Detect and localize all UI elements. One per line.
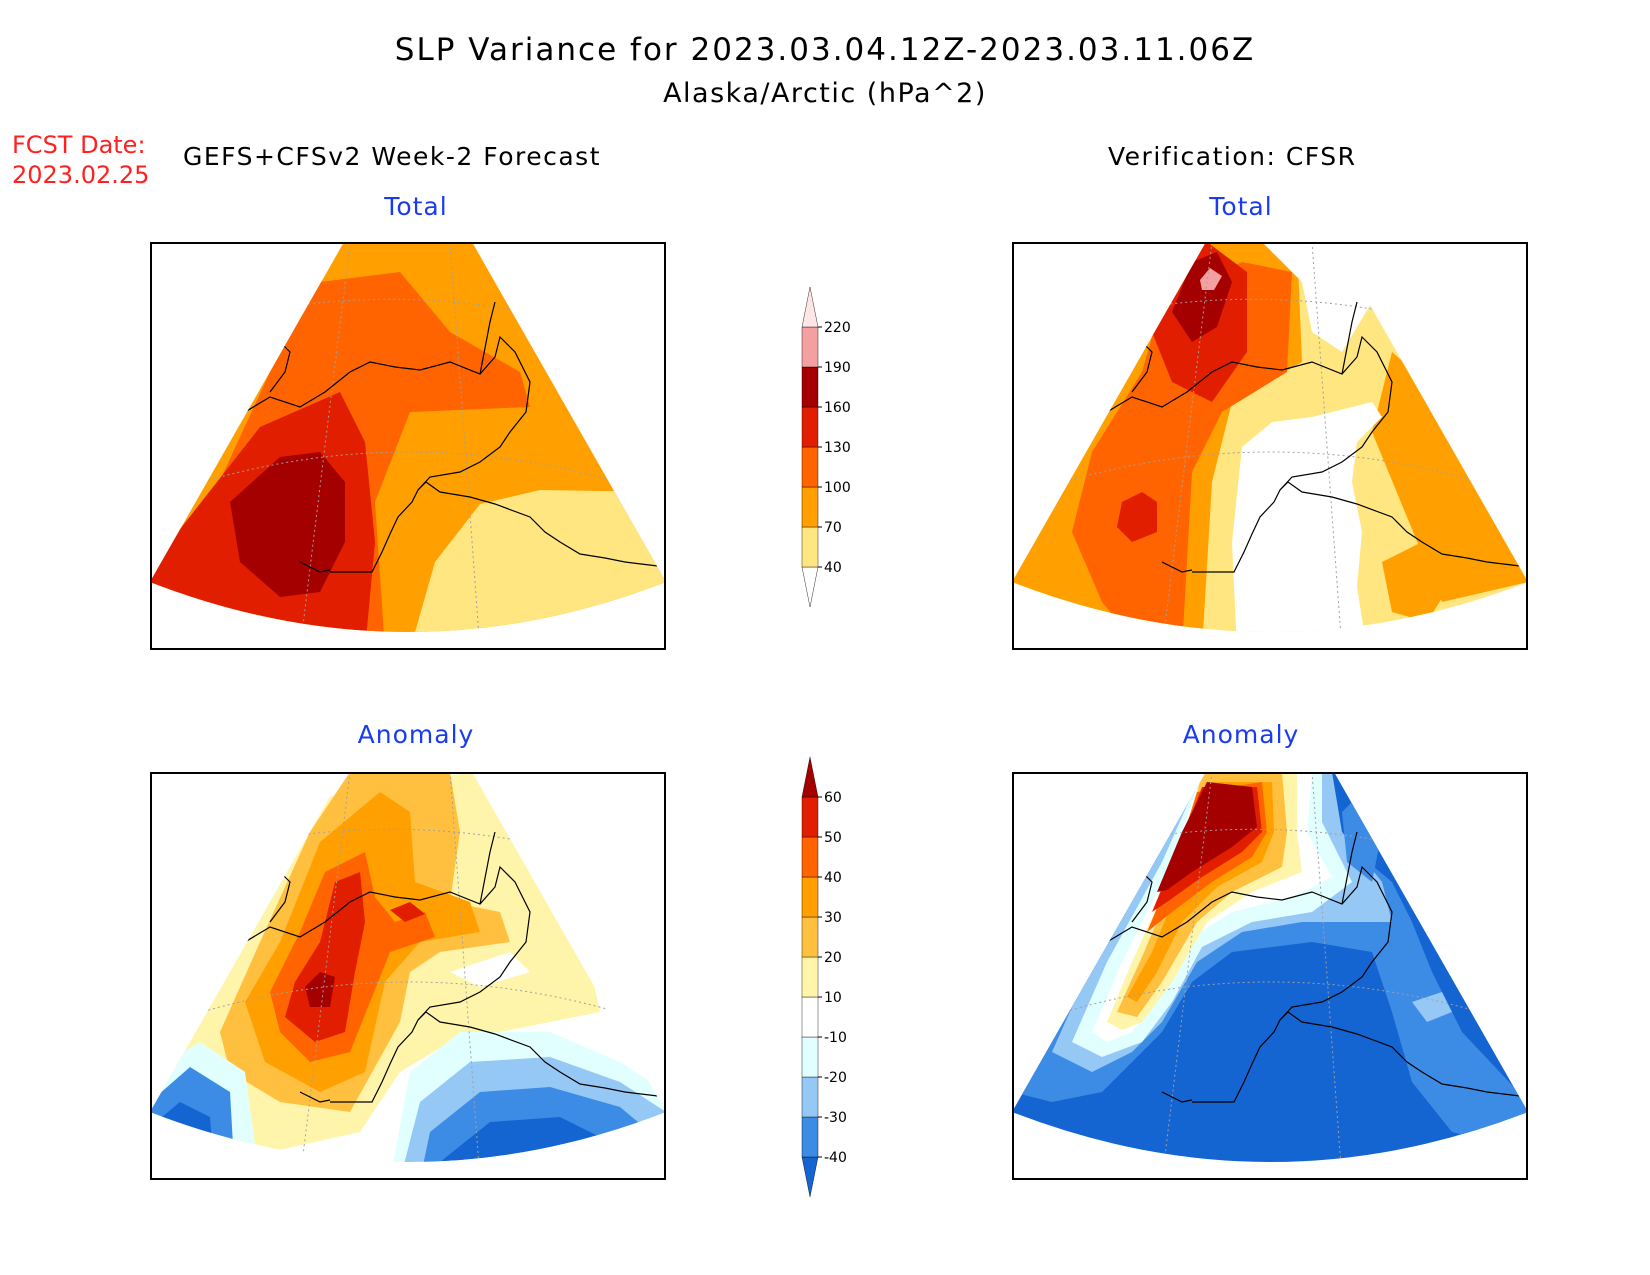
verification-header: Verification: CFSR	[1108, 142, 1357, 171]
forecast-total-title: Total	[384, 192, 448, 221]
colorbar-anomaly-swatch	[801, 996, 819, 1038]
colorbar-total-label: 40	[824, 560, 842, 576]
verification-total-map	[1012, 242, 1528, 650]
colorbar-total-label: 190	[824, 360, 851, 376]
colorbar-anomaly-swatch	[801, 836, 819, 878]
colorbar-total: 40 70 100 130 160 190 220	[790, 282, 870, 612]
colorbar-total-swatch	[801, 366, 819, 408]
colorbar-total-swatch	[801, 486, 819, 528]
colorbar-anomaly-label: 60	[824, 790, 842, 806]
forecast-total-map	[150, 242, 666, 650]
colorbar-anomaly-swatch	[801, 956, 819, 998]
colorbar-total-swatch	[801, 406, 819, 448]
colorbar-anomaly-label: 30	[824, 910, 842, 926]
colorbar-anomaly-label: 20	[824, 950, 842, 966]
colorbar-anomaly-label: 50	[824, 830, 842, 846]
verification-anomaly-map	[1012, 772, 1528, 1180]
colorbar-anomaly: -40 -30 -20 -10 10 20 30 40 50 60	[790, 752, 870, 1202]
fcst-date-value: 2023.02.25	[12, 161, 150, 189]
colorbar-total-swatch	[801, 446, 819, 488]
colorbar-anomaly-label: 10	[824, 990, 842, 1006]
colorbar-total-label: 220	[824, 320, 851, 336]
colorbar-total-swatch	[801, 566, 819, 608]
colorbar-anomaly-swatch	[801, 796, 819, 838]
colorbar-anomaly-swatch	[801, 916, 819, 958]
forecast-anomaly-map	[150, 772, 666, 1180]
colorbar-anomaly-swatch	[801, 876, 819, 918]
colorbar-anomaly-label: -30	[824, 1110, 847, 1126]
forecast-anomaly-title: Anomaly	[357, 720, 475, 749]
verification-total-title: Total	[1209, 192, 1273, 221]
colorbar-anomaly-swatch	[801, 1076, 819, 1118]
colorbar-anomaly-swatch	[801, 756, 819, 798]
colorbar-anomaly-label: -40	[824, 1150, 847, 1166]
colorbar-total-label: 130	[824, 440, 851, 456]
colorbar-total-label: 100	[824, 480, 851, 496]
subtitle: Alaska/Arctic (hPa^2)	[663, 78, 987, 109]
colorbar-anomaly-label: 40	[824, 870, 842, 886]
colorbar-total-label: 160	[824, 400, 851, 416]
colorbar-anomaly-swatch	[801, 1156, 819, 1198]
colorbar-total-label: 70	[824, 520, 842, 536]
fcst-date-label: FCST Date:	[12, 131, 146, 159]
colorbar-total-swatch	[801, 526, 819, 568]
main-title: SLP Variance for 2023.03.04.12Z-2023.03.…	[394, 32, 1256, 68]
colorbar-total-swatch	[801, 326, 819, 368]
colorbar-anomaly-swatch	[801, 1116, 819, 1158]
forecast-header: GEFS+CFSv2 Week-2 Forecast	[183, 142, 601, 171]
colorbar-anomaly-label: -10	[824, 1030, 847, 1046]
colorbar-anomaly-swatch	[801, 1036, 819, 1078]
colorbar-anomaly-label: -20	[824, 1070, 847, 1086]
colorbar-total-swatch	[801, 286, 819, 328]
verification-anomaly-title: Anomaly	[1182, 720, 1300, 749]
